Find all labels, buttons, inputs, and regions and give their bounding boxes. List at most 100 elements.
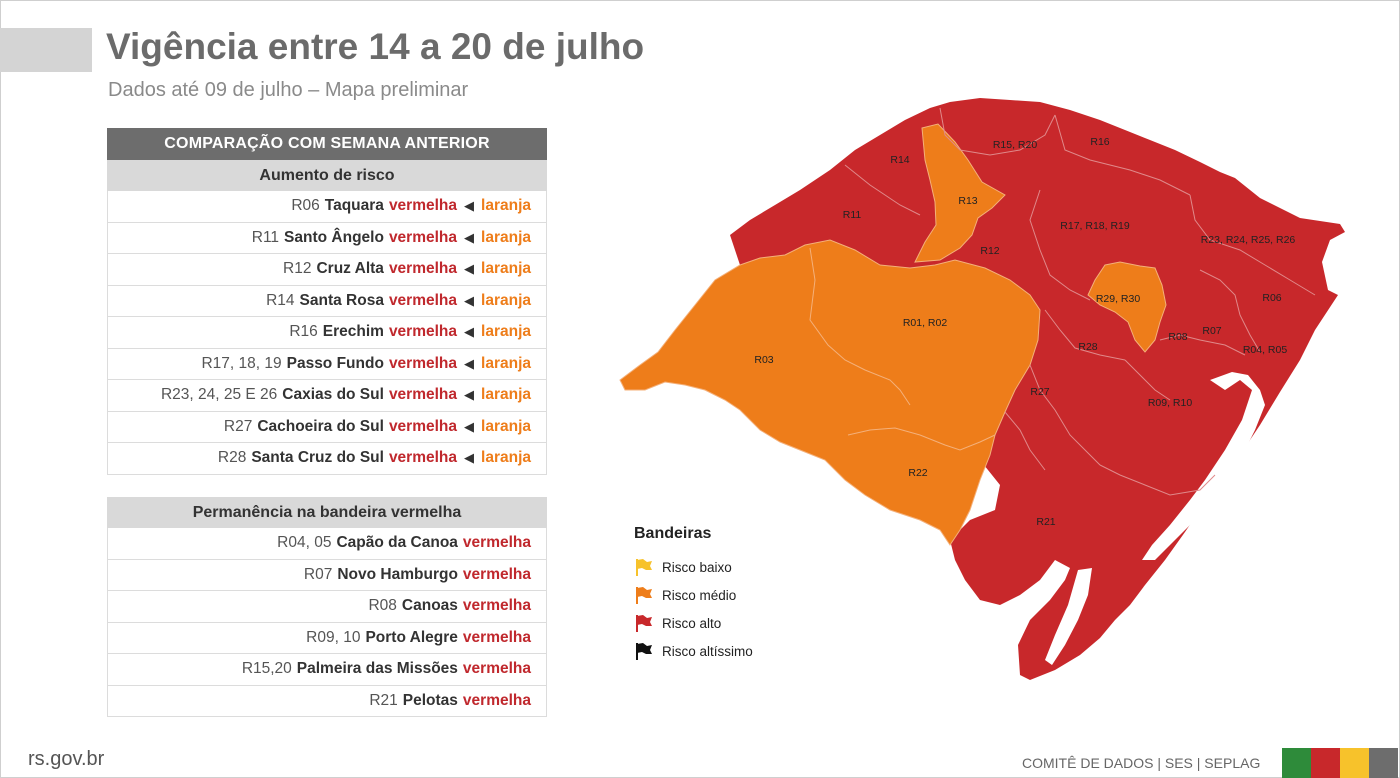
orange-internal-borders: [809, 247, 996, 451]
region-label-r03: R03: [754, 354, 773, 366]
region-code: R17, 18, 19: [201, 354, 282, 372]
previous-flag: laranja: [481, 354, 531, 372]
region-code: R15,20: [241, 660, 292, 678]
legend-label: Risco altíssimo: [662, 643, 753, 659]
previous-flag: laranja: [481, 386, 531, 404]
region-label-r21: R21: [1036, 516, 1055, 528]
region-code: R28: [217, 449, 247, 467]
legend-title: Bandeiras: [634, 525, 712, 542]
region-label-r01-r02: R01, R02: [903, 317, 948, 329]
region-label-r23-r26: R23, R24, R25, R26: [1201, 234, 1296, 246]
red-internal-borders: [844, 107, 1316, 496]
page-subtitle: Dados até 09 de julho – Mapa preliminar: [108, 79, 469, 101]
table-row: R09, 10 Porto Alegre vermelha: [107, 622, 547, 654]
region-r03-r01-r22: [619, 239, 1041, 546]
region-name: Palmeira das Missões: [296, 660, 458, 678]
current-flag: vermelha: [388, 449, 458, 467]
region-name: Erechim: [322, 323, 384, 341]
region-code: R23, 24, 25 E 26: [160, 386, 278, 404]
previous-flag: laranja: [481, 449, 531, 467]
region-code: R12: [283, 260, 312, 278]
region-code: R16: [289, 323, 318, 341]
previous-flag: laranja: [481, 417, 531, 435]
previous-flag: laranja: [481, 228, 531, 246]
region-label-r08: R08: [1168, 331, 1187, 343]
brand-stripe: [1282, 748, 1311, 778]
arrow-left-icon: ◀: [464, 261, 475, 277]
legend-label: Risco médio: [662, 587, 737, 603]
lagoa-dos-patos: [1142, 372, 1265, 560]
comparison-table: COMPARAÇÃO COM SEMANA ANTERIOR Aumento d…: [107, 128, 547, 475]
region-label-r27: R27: [1030, 386, 1049, 398]
state-outline: [730, 98, 1345, 680]
previous-flag: laranja: [481, 291, 531, 309]
current-flag: vermelha: [462, 691, 531, 709]
region-label-r22: R22: [908, 467, 927, 479]
arrow-left-icon: ◀: [464, 418, 475, 434]
region-label-r16: R16: [1090, 136, 1109, 148]
region-name: Porto Alegre: [365, 628, 458, 646]
current-flag: vermelha: [462, 628, 531, 646]
previous-flag: laranja: [481, 323, 531, 341]
region-label-r06: R06: [1262, 292, 1281, 304]
legend-label: Risco baixo: [662, 559, 732, 575]
page-title: Vigência entre 14 a 20 de julho: [106, 26, 645, 67]
region-name: Pelotas: [402, 691, 458, 709]
table-row: R28 Santa Cruz do Sul vermelha ◀ laranja: [107, 443, 547, 475]
region-name: Novo Hamburgo: [337, 565, 458, 583]
region-label-r14: R14: [890, 154, 909, 166]
legend-item: Risco altíssimo: [634, 637, 753, 665]
map-legend: Bandeiras Risco baixo Risco médio Risco al…: [634, 525, 753, 665]
region-name: Passo Fundo: [286, 354, 384, 372]
table-row: R14 Santa Rosa vermelha ◀ laranja: [107, 285, 547, 317]
table-row: R27 Cachoeira do Sul vermelha ◀ laranja: [107, 411, 547, 443]
site-url: rs.gov.br: [28, 748, 105, 770]
region-name: Santo Ângelo: [284, 228, 384, 246]
region-label-r09-r10: R09, R10: [1148, 397, 1193, 409]
region-code: R06: [291, 197, 320, 215]
arrow-left-icon: ◀: [464, 292, 475, 308]
region-name: Santa Rosa: [299, 291, 384, 309]
table-row: R15,20 Palmeira das Missões vermelha: [107, 654, 547, 686]
region-label-r04-r05: R04, R05: [1243, 344, 1288, 356]
lagoa-mirim: [1045, 568, 1092, 665]
table-row: R11 Santo Ângelo vermelha ◀ laranja: [107, 222, 547, 254]
region-code: R27: [223, 417, 253, 435]
region-name: Cachoeira do Sul: [257, 417, 384, 435]
region-code: R08: [368, 597, 397, 615]
table-row: R08 Canoas vermelha: [107, 591, 547, 623]
flag-icon: [636, 615, 652, 632]
current-flag: vermelha: [388, 228, 458, 246]
arrow-left-icon: ◀: [464, 355, 475, 371]
table-row: R23, 24, 25 E 26 Caxias do Sul vermelha …: [107, 380, 547, 412]
table-row: R17, 18, 19 Passo Fundo vermelha ◀ laran…: [107, 348, 547, 380]
current-flag: vermelha: [462, 597, 531, 615]
region-code: R09, 10: [306, 628, 361, 646]
current-flag: vermelha: [388, 354, 458, 372]
region-label-r07: R07: [1202, 325, 1221, 337]
region-label-r17-r18-r19: R17, R18, R19: [1060, 220, 1130, 232]
region-name: Canoas: [401, 597, 458, 615]
previous-flag: laranja: [481, 197, 531, 215]
region-name: Santa Cruz do Sul: [251, 449, 384, 467]
region-r29-r30: [1087, 261, 1167, 353]
arrow-left-icon: ◀: [464, 229, 475, 245]
table-row: R06 Taquara vermelha ◀ laranja: [107, 191, 547, 223]
arrow-left-icon: ◀: [464, 387, 475, 403]
comparison-table-header: COMPARAÇÃO COM SEMANA ANTERIOR: [107, 128, 547, 160]
region-label-r15-r20: R15, R20: [993, 139, 1038, 151]
permanence-section-title: Permanência na bandeira vermelha: [107, 497, 547, 528]
arrow-left-icon: ◀: [464, 450, 475, 466]
current-flag: vermelha: [462, 534, 531, 552]
region-code: R21: [369, 691, 398, 709]
legend-item: Risco médio: [634, 581, 753, 609]
region-code: R11: [251, 228, 280, 246]
region-code: R14: [266, 291, 295, 309]
permanence-table: Permanência na bandeira vermelha R04, 05…: [107, 497, 547, 717]
current-flag: vermelha: [388, 260, 458, 278]
arrow-left-icon: ◀: [464, 324, 475, 340]
current-flag: vermelha: [388, 197, 458, 215]
permanence-rows: R04, 05 Capão da Canoa vermelha R07 Novo…: [107, 528, 547, 717]
region-label-r28: R28: [1078, 341, 1097, 353]
legend-items: Risco baixo Risco médio Risco alto Risco al…: [634, 553, 753, 665]
